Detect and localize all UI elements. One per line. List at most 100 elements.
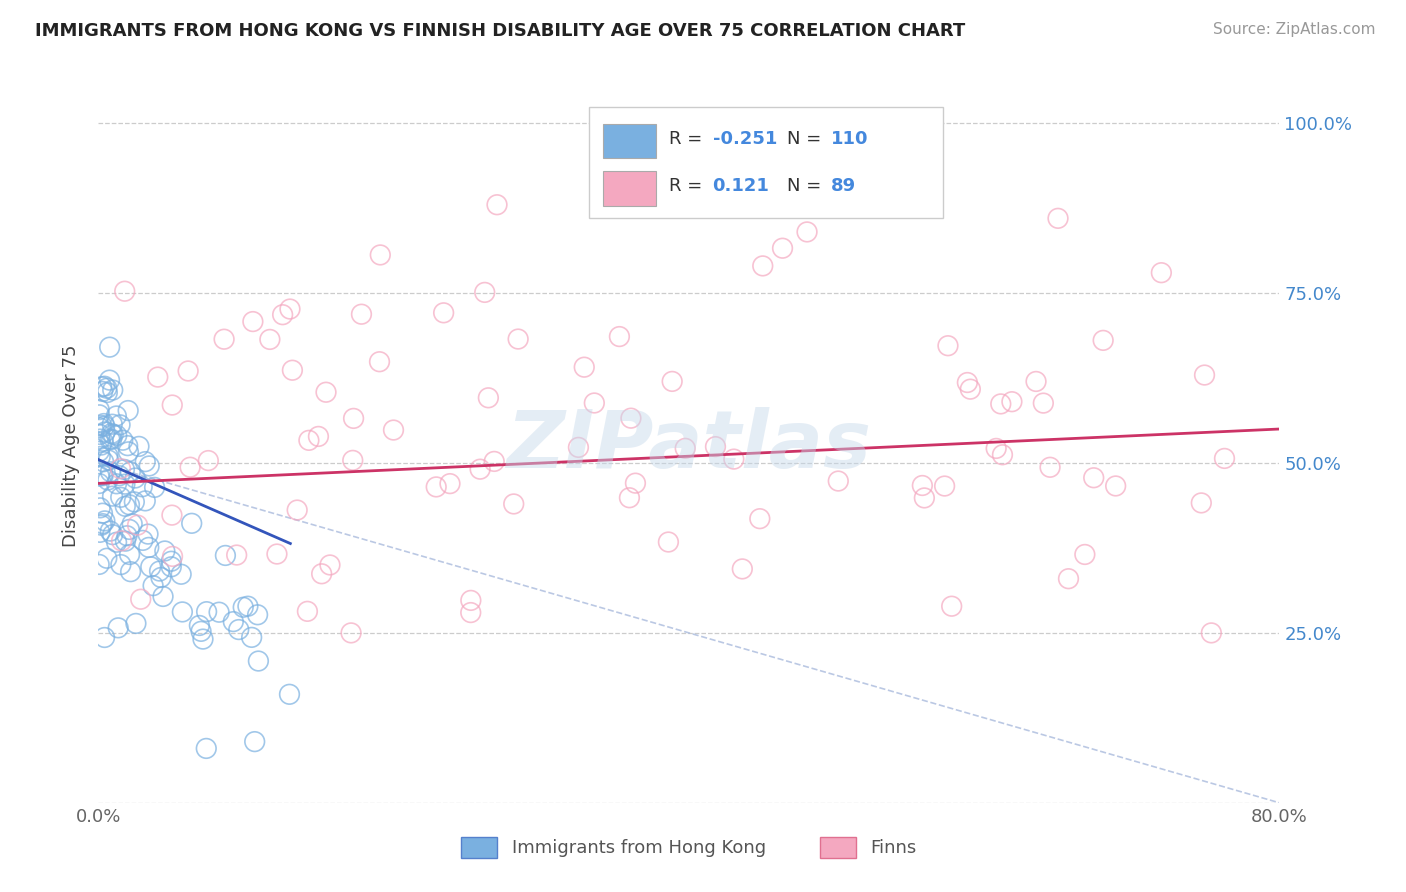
Immigrants from Hong Kong (246, 607, 269, 622)
Immigrants from Hong Kong (131, 480, 153, 494)
FancyBboxPatch shape (603, 171, 655, 205)
Immigrants from Hong Kong (121, 516, 143, 531)
Finns (1105, 479, 1128, 493)
Immigrants from Hong Kong (117, 439, 139, 453)
Finns (460, 593, 482, 607)
Finns (1083, 471, 1105, 485)
Immigrants from Hong Kong (180, 516, 202, 531)
Immigrants from Hong Kong (143, 480, 166, 494)
Immigrants from Hong Kong (91, 516, 114, 531)
Immigrants from Hong Kong (110, 491, 132, 505)
Immigrants from Hong Kong (97, 449, 120, 463)
Immigrants from Hong Kong (115, 529, 138, 543)
Immigrants from Hong Kong (240, 631, 263, 645)
Finns (177, 364, 200, 378)
Finns (1201, 626, 1223, 640)
Immigrants from Hong Kong (105, 428, 128, 442)
Immigrants from Hong Kong (90, 380, 112, 394)
Text: 89: 89 (831, 177, 856, 194)
Immigrants from Hong Kong (134, 494, 156, 508)
Immigrants from Hong Kong (149, 570, 172, 584)
Immigrants from Hong Kong (120, 465, 142, 479)
Immigrants from Hong Kong (128, 439, 150, 453)
Finns (460, 606, 482, 620)
Immigrants from Hong Kong (103, 427, 125, 442)
Finns (1032, 396, 1054, 410)
Immigrants from Hong Kong (93, 379, 115, 393)
Immigrants from Hong Kong (195, 605, 218, 619)
Immigrants from Hong Kong (138, 458, 160, 473)
Immigrants from Hong Kong (100, 426, 122, 441)
Finns (146, 370, 169, 384)
Finns (673, 442, 696, 456)
Finns (1047, 211, 1070, 226)
Immigrants from Hong Kong (136, 527, 159, 541)
Finns (574, 360, 596, 375)
Immigrants from Hong Kong (97, 473, 120, 487)
Immigrants from Hong Kong (138, 541, 160, 555)
Immigrants from Hong Kong (89, 558, 111, 572)
Finns (433, 306, 456, 320)
Immigrants from Hong Kong (108, 468, 131, 483)
Finns (704, 440, 727, 454)
Immigrants from Hong Kong (91, 434, 114, 449)
Immigrants from Hong Kong (139, 559, 162, 574)
Immigrants from Hong Kong (214, 549, 236, 563)
Immigrants from Hong Kong (170, 567, 193, 582)
Immigrants from Hong Kong (91, 506, 114, 520)
Immigrants from Hong Kong (278, 687, 301, 701)
Immigrants from Hong Kong (153, 544, 176, 558)
Finns (285, 503, 308, 517)
Immigrants from Hong Kong (98, 524, 121, 538)
Immigrants from Hong Kong (195, 741, 218, 756)
Immigrants from Hong Kong (94, 425, 117, 439)
Finns (624, 476, 647, 491)
Finns (661, 375, 683, 389)
Finns (609, 329, 631, 343)
Immigrants from Hong Kong (152, 590, 174, 604)
Finns (1025, 375, 1047, 389)
Immigrants from Hong Kong (105, 476, 128, 491)
Immigrants from Hong Kong (101, 417, 124, 432)
Immigrants from Hong Kong (114, 462, 136, 476)
Immigrants from Hong Kong (89, 500, 111, 515)
Finns (311, 566, 333, 581)
Finns (278, 301, 301, 316)
Finns (242, 315, 264, 329)
Text: ZIPatlas: ZIPatlas (506, 407, 872, 485)
Immigrants from Hong Kong (89, 408, 111, 422)
Immigrants from Hong Kong (105, 409, 128, 423)
Immigrants from Hong Kong (114, 500, 136, 514)
Finns (342, 453, 364, 467)
Finns (474, 285, 496, 300)
FancyBboxPatch shape (603, 124, 655, 159)
Finns (620, 411, 643, 425)
Finns (1001, 394, 1024, 409)
Immigrants from Hong Kong (89, 450, 111, 464)
Immigrants from Hong Kong (117, 445, 139, 459)
Finns (179, 460, 201, 475)
Finns (912, 491, 935, 505)
Immigrants from Hong Kong (98, 432, 121, 446)
Immigrants from Hong Kong (118, 548, 141, 562)
Immigrants from Hong Kong (247, 654, 270, 668)
Finns (114, 284, 136, 298)
Text: IMMIGRANTS FROM HONG KONG VS FINNISH DISABILITY AGE OVER 75 CORRELATION CHART: IMMIGRANTS FROM HONG KONG VS FINNISH DIS… (35, 22, 966, 40)
Finns (990, 397, 1012, 411)
Immigrants from Hong Kong (89, 427, 111, 442)
Text: N =: N = (787, 177, 827, 194)
Finns (160, 508, 183, 523)
Immigrants from Hong Kong (124, 495, 146, 509)
Immigrants from Hong Kong (124, 471, 146, 485)
Finns (281, 363, 304, 377)
Immigrants from Hong Kong (89, 444, 111, 458)
Finns (297, 604, 319, 618)
Immigrants from Hong Kong (118, 498, 141, 512)
Immigrants from Hong Kong (232, 600, 254, 615)
Immigrants from Hong Kong (101, 489, 124, 503)
Finns (259, 333, 281, 347)
Finns (468, 462, 491, 476)
Finns (956, 376, 979, 390)
Immigrants from Hong Kong (96, 381, 118, 395)
Finns (368, 355, 391, 369)
